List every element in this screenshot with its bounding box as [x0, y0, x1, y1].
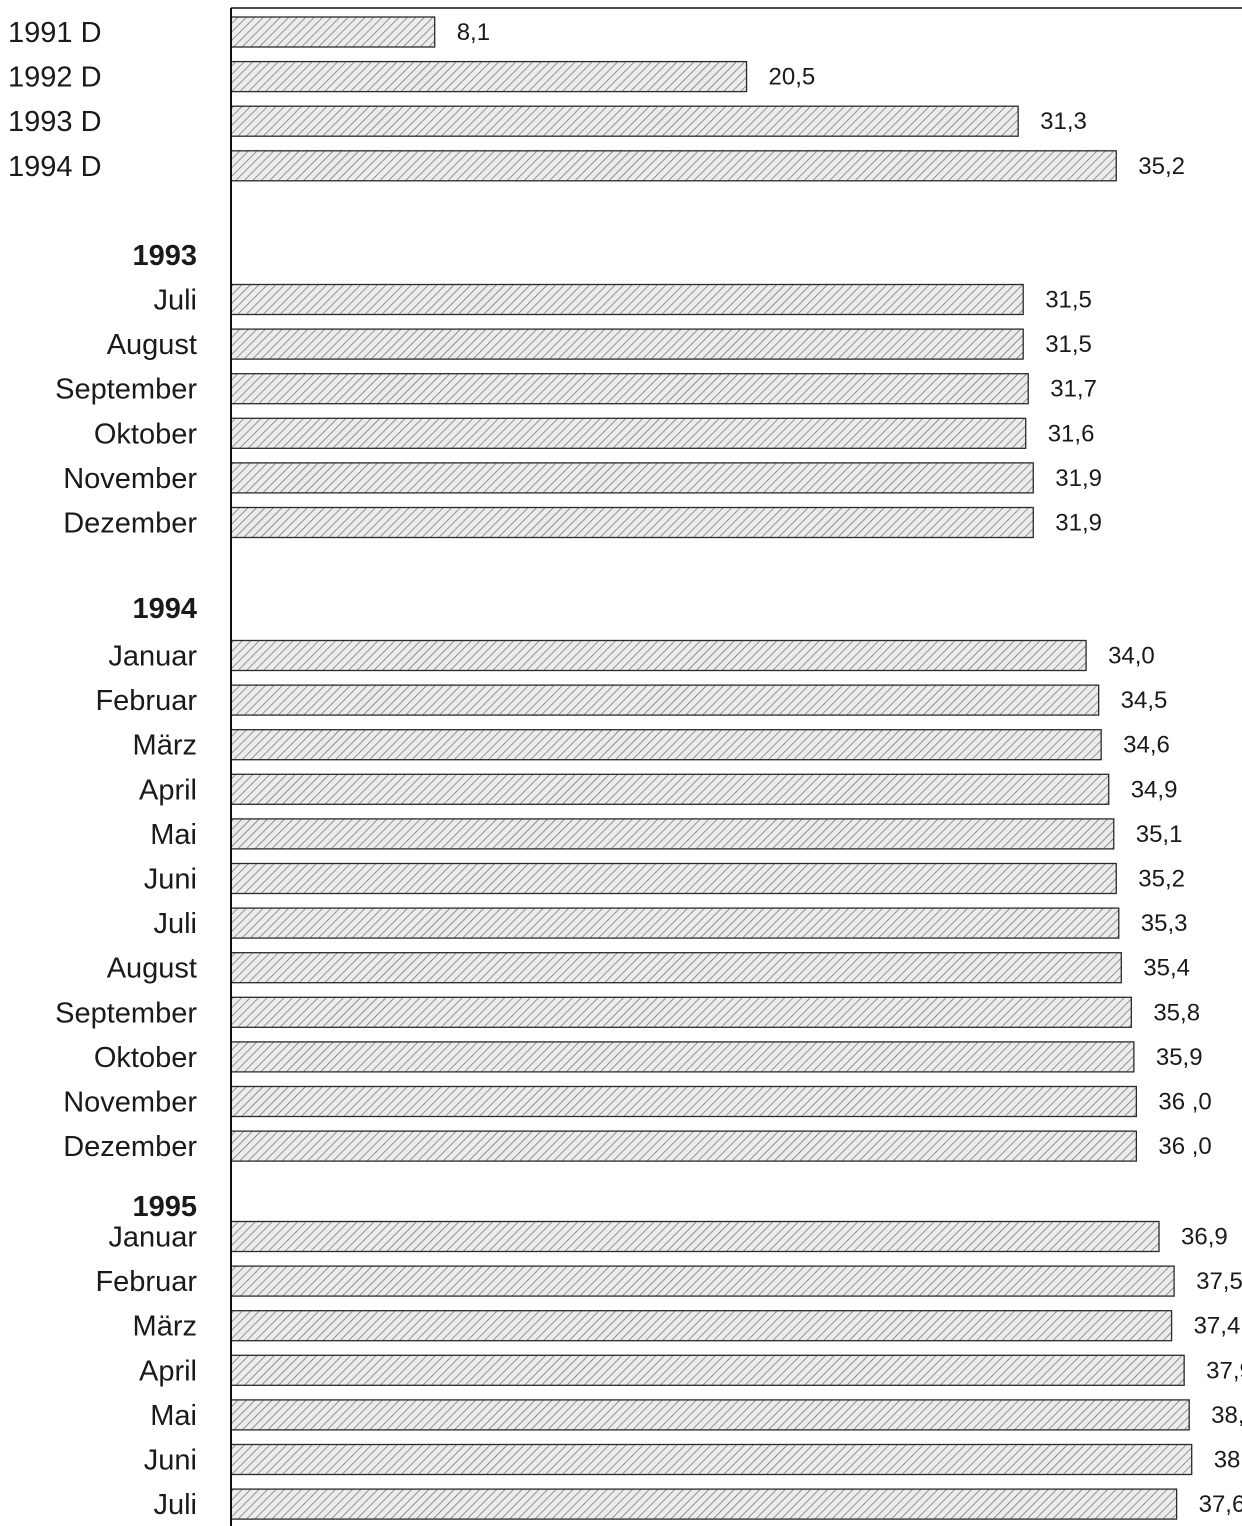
bar	[230, 16, 436, 48]
category-label: April	[139, 1355, 197, 1387]
data-label: 31,7	[1050, 376, 1097, 403]
bar	[230, 1354, 1185, 1386]
plot-area: 1991 D 8,1 1992 D 20,5 1993 D 31,3 1994 D 35,2 1…	[8, 16, 1242, 1521]
group-heading: 1993	[132, 240, 197, 272]
category-label: Januar	[108, 1222, 197, 1254]
category-label: Juli	[153, 908, 197, 940]
data-label: 35,3	[1141, 910, 1188, 937]
data-label: 38,2	[1214, 1447, 1242, 1474]
bar	[230, 729, 1102, 761]
category-label: März	[133, 730, 197, 762]
bar	[230, 462, 1034, 494]
bar	[230, 1130, 1138, 1162]
category-label: 1993 D	[8, 106, 102, 138]
bar	[230, 417, 1027, 449]
category-label: Mai	[150, 1400, 197, 1432]
category-label: Juni	[144, 1445, 197, 1477]
category-label: März	[133, 1311, 197, 1343]
category-label: Juni	[144, 864, 197, 896]
data-label: 35,4	[1143, 955, 1190, 982]
category-label: 1992 D	[8, 62, 102, 94]
bar	[230, 952, 1122, 984]
bar	[230, 1265, 1175, 1297]
category-label: Oktober	[94, 1042, 197, 1074]
data-label: 35,9	[1156, 1044, 1203, 1071]
data-label: 37,6	[1199, 1491, 1242, 1518]
category-label: August	[107, 329, 197, 361]
category-label: 1991 D	[8, 17, 102, 49]
category-label: November	[63, 463, 197, 495]
data-label: 34,6	[1123, 732, 1170, 759]
bar	[230, 150, 1117, 182]
data-label: 37,9	[1206, 1357, 1242, 1384]
bar	[230, 684, 1100, 716]
category-label: Dezember	[63, 1131, 197, 1163]
data-label: 36 ,0	[1158, 1089, 1211, 1116]
bar	[230, 862, 1117, 895]
data-label: 34,9	[1131, 776, 1178, 803]
bar	[230, 818, 1115, 850]
bar	[230, 1443, 1193, 1476]
bar	[230, 1041, 1135, 1073]
data-label: 36 ,0	[1158, 1133, 1211, 1160]
bar	[230, 506, 1034, 539]
bar	[230, 907, 1120, 939]
category-label: Februar	[95, 1266, 197, 1298]
data-label: 31,6	[1048, 420, 1095, 447]
category-label: November	[63, 1087, 197, 1119]
data-label: 20,5	[769, 64, 816, 91]
bar	[230, 1399, 1190, 1431]
bar	[230, 1220, 1160, 1253]
data-label: 35,2	[1138, 153, 1185, 180]
data-label: 35,2	[1138, 866, 1185, 893]
category-label: Dezember	[63, 508, 197, 540]
category-label: Oktober	[94, 418, 197, 450]
bar	[230, 60, 748, 93]
category-label: April	[139, 774, 197, 806]
category-label: September	[55, 374, 197, 406]
category-label: Mai	[150, 819, 197, 851]
data-label: 37,5	[1196, 1268, 1242, 1295]
category-label: Juli	[153, 285, 197, 317]
data-label: 31,3	[1040, 108, 1087, 135]
data-label: 35,8	[1153, 999, 1200, 1026]
data-label: 8,1	[457, 19, 490, 46]
bar	[230, 328, 1024, 360]
data-label: 36,9	[1181, 1224, 1228, 1251]
category-label: Februar	[95, 685, 197, 717]
bar	[230, 773, 1110, 805]
bar	[230, 1085, 1138, 1118]
bar	[230, 639, 1087, 672]
data-label: 31,5	[1045, 287, 1092, 314]
bar	[230, 996, 1132, 1028]
data-label: 31,5	[1045, 331, 1092, 358]
data-label: 31,9	[1055, 465, 1102, 492]
bar	[230, 1310, 1173, 1342]
group-heading: 1995	[132, 1191, 197, 1223]
category-label: August	[107, 953, 197, 985]
data-label: 37,4	[1194, 1313, 1241, 1340]
data-label: 35,1	[1136, 821, 1183, 848]
category-label: Juli	[153, 1489, 197, 1521]
bar	[230, 105, 1019, 137]
category-label: Januar	[108, 641, 197, 673]
bar	[230, 283, 1024, 316]
category-label: 1994 D	[8, 151, 102, 183]
category-label: September	[55, 997, 197, 1029]
bar	[230, 373, 1029, 405]
data-label: 38,1	[1211, 1402, 1242, 1429]
data-label: 34,0	[1108, 643, 1155, 670]
data-label: 34,5	[1121, 687, 1168, 714]
data-label: 31,9	[1055, 510, 1102, 537]
bar	[230, 1488, 1178, 1520]
group-heading: 1994	[132, 593, 197, 625]
